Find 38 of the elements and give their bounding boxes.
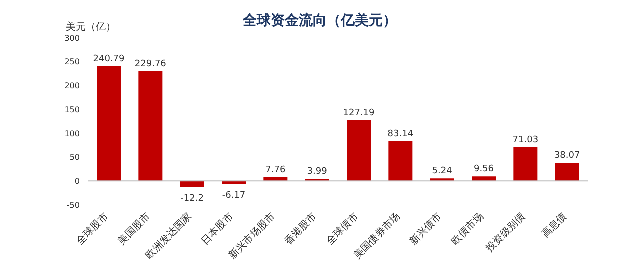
y-tick-label: 0 <box>74 176 80 186</box>
data-label: 5.24 <box>432 166 453 177</box>
chart-title: 全球资金流向（亿美元） <box>243 13 397 29</box>
x-tick-label: 香港股市 <box>282 210 320 248</box>
data-label: 7.76 <box>266 165 286 176</box>
bar <box>555 162 580 182</box>
x-tick-label: 美国股市 <box>116 210 153 248</box>
data-label: 3.99 <box>307 167 328 178</box>
data-label: -12.2 <box>180 194 204 204</box>
x-tick-label: 日本股市 <box>199 210 236 248</box>
bar <box>347 120 371 182</box>
x-tick-label: 投资级别债 <box>483 210 528 256</box>
x-tick-label: 高息债 <box>540 210 570 240</box>
y-tick-label: 50 <box>70 153 80 162</box>
bar <box>514 147 538 182</box>
x-tick-label: 全球债市 <box>324 210 361 248</box>
data-label: 71.03 <box>512 135 539 146</box>
data-label: 127.19 <box>343 108 376 118</box>
data-label: 9.56 <box>474 164 494 175</box>
bar <box>97 66 121 182</box>
y-tick-label: 300 <box>64 34 80 43</box>
y-tick-label: 100 <box>64 129 80 138</box>
y-tick-label: 150 <box>64 105 80 114</box>
data-label: 83.14 <box>388 129 414 140</box>
y-axis-title: 美元（亿） <box>66 20 116 34</box>
data-label: 229.76 <box>134 60 167 70</box>
bar <box>388 141 413 182</box>
data-label: 38.07 <box>554 150 580 161</box>
x-tick-label: 欧债市场 <box>449 210 486 248</box>
y-tick-label: 250 <box>64 58 80 67</box>
x-tick-label: 全球股市 <box>74 210 111 248</box>
bar <box>180 181 204 187</box>
bar <box>138 72 163 182</box>
data-label: -6.17 <box>222 191 246 202</box>
x-tick-label: 新兴债市 <box>408 210 444 248</box>
y-tick-label: -50 <box>66 200 80 210</box>
y-tick-label: 200 <box>64 82 80 91</box>
data-label: 240.79 <box>93 54 126 64</box>
